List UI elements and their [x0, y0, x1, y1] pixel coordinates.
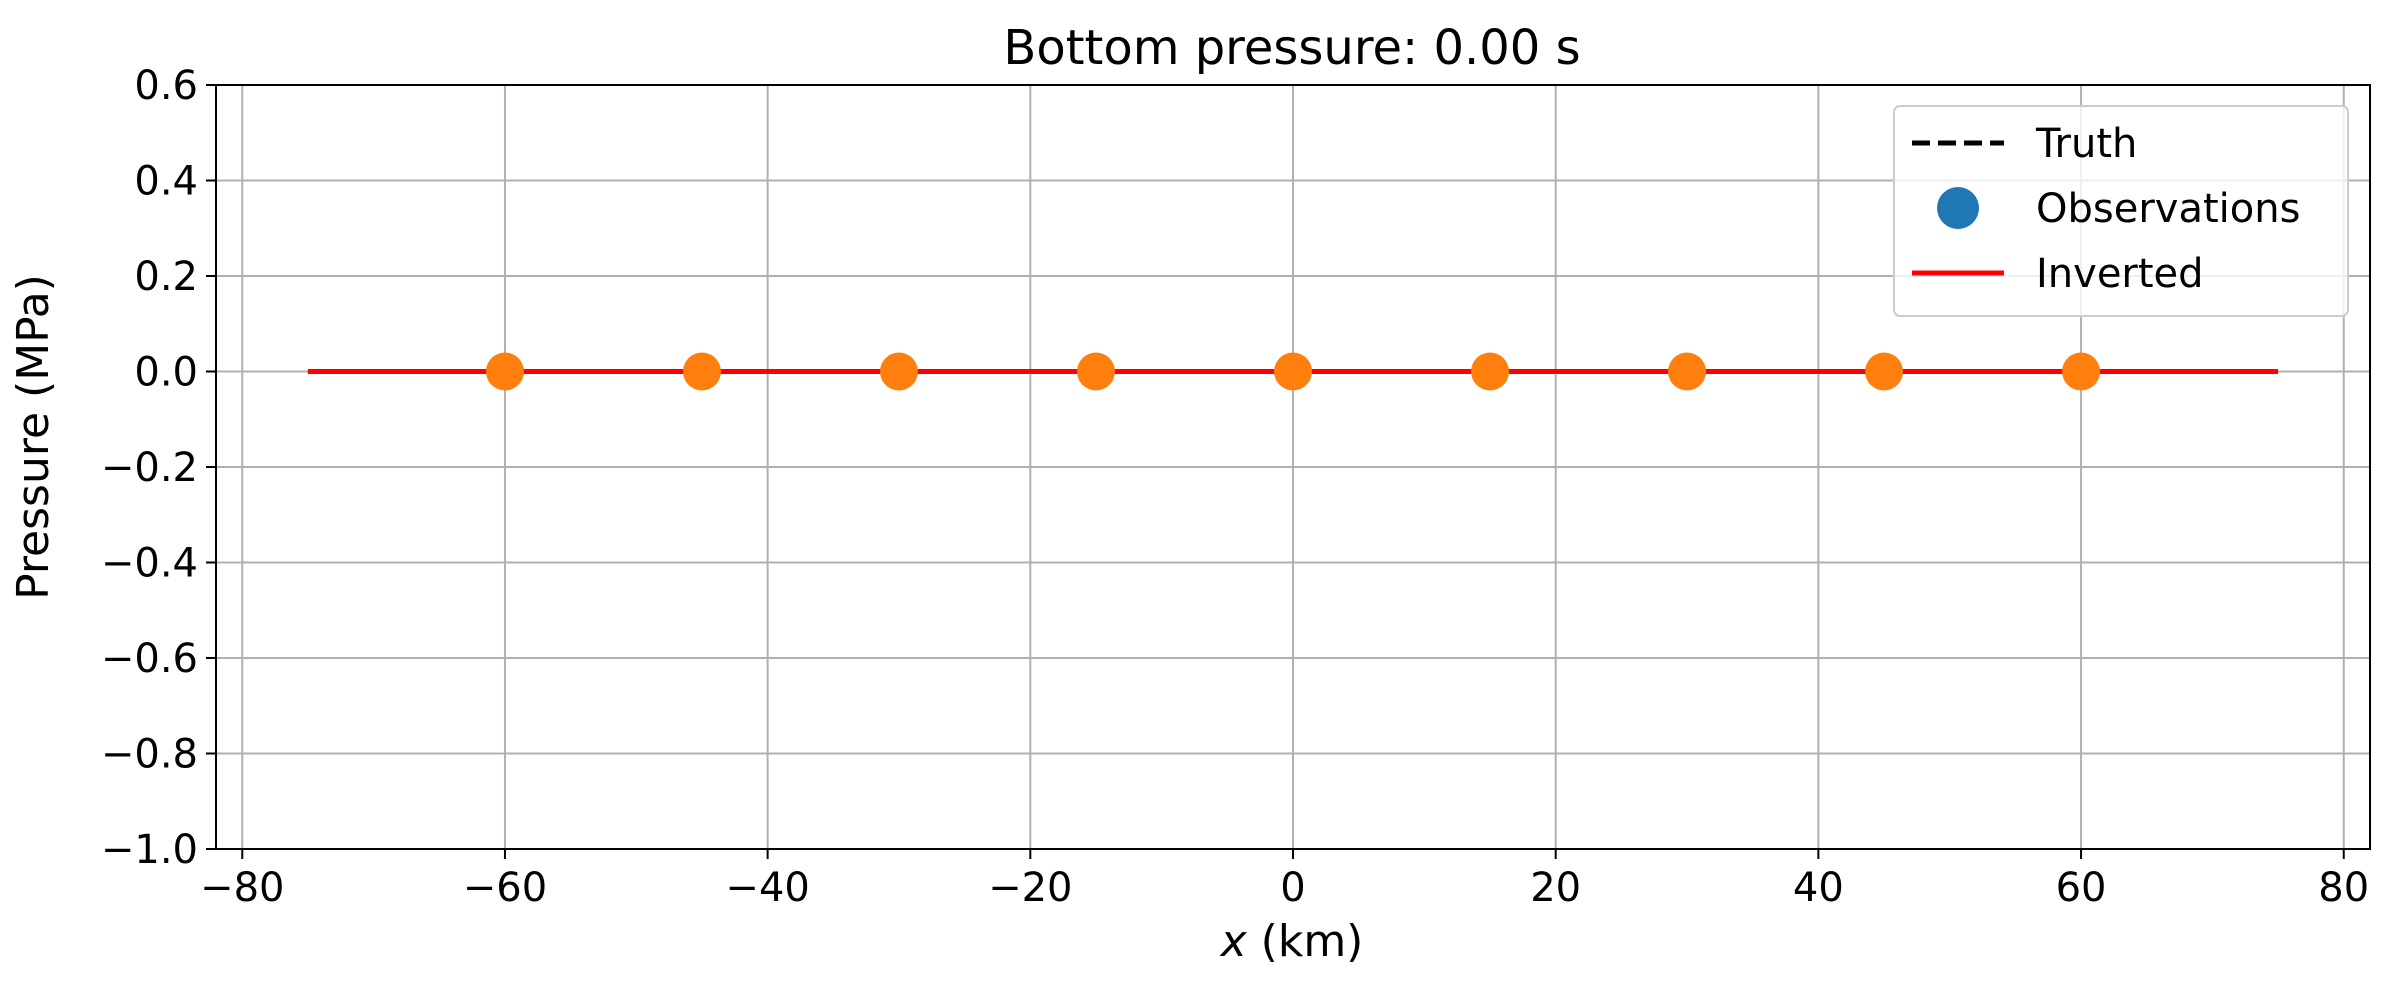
data-point	[485, 352, 524, 391]
x-tick-label: −20	[988, 865, 1072, 911]
data-point	[1865, 352, 1904, 391]
x-axis-unit: (km)	[1247, 916, 1364, 967]
data-point	[1668, 352, 1707, 391]
x-tick-label: 0	[1280, 865, 1305, 911]
legend: Truth Observations Inverted	[1893, 105, 2349, 317]
legend-box	[1893, 105, 2349, 317]
y-tick-label: −0.6	[101, 636, 198, 682]
y-tick-label: 0.6	[134, 63, 198, 109]
x-tick-label: −40	[725, 865, 809, 911]
legend-label-inverted: Inverted	[2036, 251, 2204, 297]
legend-marker-observations	[1937, 187, 1979, 229]
series-layer	[307, 352, 2279, 391]
y-tick-label: −1.0	[101, 827, 198, 873]
y-tick-label: 0.0	[134, 350, 198, 396]
y-tick-label: −0.8	[101, 732, 198, 778]
data-point	[1274, 352, 1312, 391]
legend-label-truth: Truth	[2035, 121, 2137, 167]
data-point	[2062, 352, 2101, 391]
x-tick-label: 60	[2056, 865, 2107, 911]
y-tick-label: −0.2	[101, 445, 198, 491]
y-tick-label: 0.4	[134, 159, 198, 205]
data-point	[879, 352, 918, 391]
x-tick-label: 20	[1530, 865, 1581, 911]
y-axis-title: Pressure (MPa)	[8, 274, 59, 600]
y-tick-label: 0.2	[134, 254, 198, 300]
tick-layer: −80 −60 −40 −20 0 20 40 60 80 −1.0 −0.8 −0.6 −0.4 −0.…	[101, 63, 2369, 911]
y-tick-label: −0.4	[101, 541, 198, 587]
x-tick-label: −60	[463, 865, 547, 911]
x-axis-title: x (km)	[1219, 916, 1364, 967]
data-point	[1076, 352, 1115, 391]
data-point	[1471, 352, 1510, 391]
x-tick-label: 40	[1793, 865, 1844, 911]
x-axis-variable: x	[1219, 916, 1248, 967]
legend-label-observations: Observations	[2036, 186, 2300, 232]
x-tick-label: −80	[200, 865, 284, 911]
chart-title: Bottom pressure: 0.00 s	[1003, 20, 1580, 76]
data-point	[682, 352, 721, 391]
x-tick-label: 80	[2318, 865, 2369, 911]
